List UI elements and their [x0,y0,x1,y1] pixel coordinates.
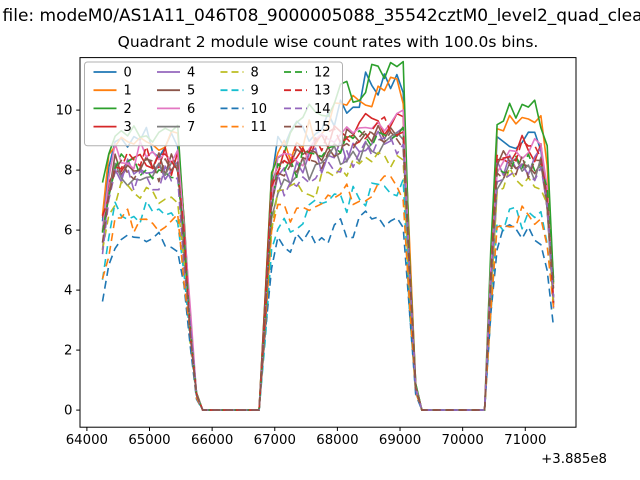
legend-label-13: 13 [314,84,331,99]
legend-label-8: 8 [251,66,259,81]
figure-suptitle: a file: modeM0/AS1A11_046T08_9000005088_… [0,6,640,26]
legend-label-14: 14 [314,102,331,117]
legend-label-5: 5 [187,84,195,99]
legend-label-12: 12 [314,66,331,81]
series-line-11 [101,175,555,411]
axes-title: Quadrant 2 module wise count rates with … [117,33,539,51]
y-tick-label: 0 [64,404,72,419]
x-tick-label: 67000 [254,433,296,448]
legend-label-0: 0 [124,66,132,81]
x-tick-label: 68000 [316,433,358,448]
y-tick-label: 8 [64,164,72,179]
y-tick-label: 6 [64,224,72,239]
legend-label-1: 1 [124,84,132,99]
x-tick-label: 69000 [379,433,421,448]
legend-label-4: 4 [187,66,195,81]
legend-label-9: 9 [251,84,259,99]
x-tick-label: 70000 [441,433,483,448]
legend-label-15: 15 [314,120,331,135]
x-axis-offset-label: +3.885e8 [541,452,607,467]
x-tick-label: 65000 [128,433,170,448]
y-tick-label: 2 [64,344,72,359]
x-tick-label: 71000 [504,433,546,448]
legend-label-3: 3 [124,120,132,135]
series-line-15 [101,129,555,411]
x-tick-label: 64000 [66,433,108,448]
legend-label-10: 10 [251,102,268,117]
x-tick-label: 66000 [191,433,233,448]
legend-box [84,61,343,147]
legend-label-11: 11 [251,120,268,135]
y-tick-label: 4 [64,284,72,299]
legend-label-2: 2 [124,102,132,117]
legend-label-7: 7 [187,120,195,135]
axes-spines [79,57,577,428]
legend-label-6: 6 [187,102,195,117]
y-tick-label: 10 [56,104,73,119]
